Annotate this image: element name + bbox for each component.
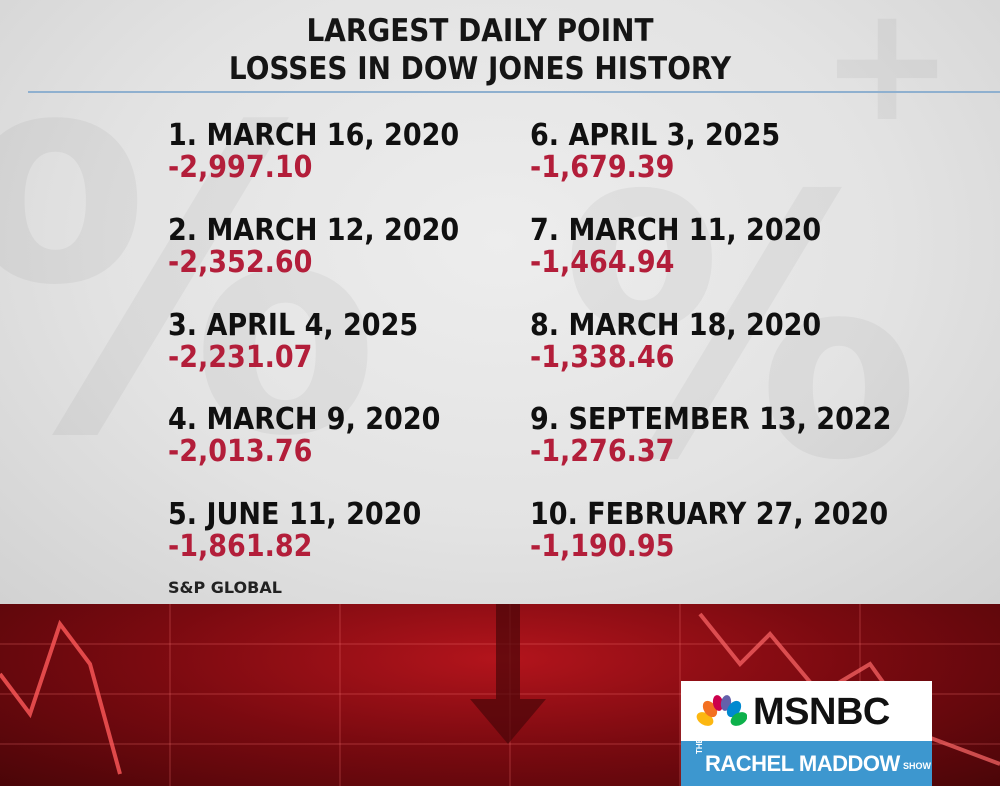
entry-date: 10. FEBRUARY 27, 2020 <box>530 497 889 532</box>
list-item: 1. MARCH 16, 2020 -2,997.10 <box>168 120 588 184</box>
entry-loss: -2,231.07 <box>168 340 313 375</box>
entry-date: 2. MARCH 12, 2020 <box>168 213 460 248</box>
source-credit: S&P GLOBAL <box>168 578 282 597</box>
entry-loss: -2,997.10 <box>168 150 313 185</box>
list-item: 8. MARCH 18, 2020 -1,338.46 <box>530 310 950 374</box>
background-watermark: + <box>820 0 954 157</box>
title-line-1: LARGEST DAILY POINT <box>306 13 654 49</box>
entry-date: 4. MARCH 9, 2020 <box>168 402 441 437</box>
list-item: 5. JUNE 11, 2020 -1,861.82 <box>168 499 588 563</box>
nbc-peacock-icon <box>696 695 747 726</box>
entry-date: 8. MARCH 18, 2020 <box>530 308 822 343</box>
entry-loss: -1,276.37 <box>530 434 675 469</box>
entry-date: 5. JUNE 11, 2020 <box>168 497 422 532</box>
list-item: 9. SEPTEMBER 13, 2022 -1,276.37 <box>530 404 950 468</box>
show-banner: THE RACHEL MADDOW SHOW <box>681 738 932 786</box>
show-prefix: THE <box>695 738 704 754</box>
background-watermark: % <box>0 40 381 529</box>
entry-loss: -1,861.82 <box>168 529 313 564</box>
background-watermark: % <box>560 120 921 539</box>
entry-date: 3. APRIL 4, 2025 <box>168 308 419 343</box>
list-item: 4. MARCH 9, 2020 -2,013.76 <box>168 404 588 468</box>
network-logo: MSNBC THE RACHEL MADDOW SHOW <box>681 681 932 786</box>
entry-loss: -1,679.39 <box>530 150 675 185</box>
entry-date: 1. MARCH 16, 2020 <box>168 118 460 153</box>
list-item: 6. APRIL 3, 2025 -1,679.39 <box>530 120 950 184</box>
entry-date: 7. MARCH 11, 2020 <box>530 213 822 248</box>
graphic-title: LARGEST DAILY POINT LOSSES IN DOW JONES … <box>48 12 912 88</box>
entry-loss: -2,352.60 <box>168 245 313 280</box>
show-suffix: SHOW <box>903 761 931 771</box>
entry-date: 6. APRIL 3, 2025 <box>530 118 781 153</box>
list-item: 3. APRIL 4, 2025 -2,231.07 <box>168 310 588 374</box>
show-name: RACHEL MADDOW <box>705 751 900 776</box>
entry-date: 9. SEPTEMBER 13, 2022 <box>530 402 892 437</box>
title-line-2: LOSSES IN DOW JONES HISTORY <box>228 51 732 87</box>
list-item: 10. FEBRUARY 27, 2020 -1,190.95 <box>530 499 950 563</box>
list-item: 2. MARCH 12, 2020 -2,352.60 <box>168 215 588 279</box>
title-divider <box>28 91 1000 93</box>
entry-loss: -1,338.46 <box>530 340 675 375</box>
entry-loss: -2,013.76 <box>168 434 313 469</box>
network-name: MSNBC <box>753 691 890 733</box>
graphic-board: % % + LARGEST DAILY POINT LOSSES IN DOW … <box>0 0 1000 604</box>
entry-loss: -1,464.94 <box>530 245 675 280</box>
entry-loss: -1,190.95 <box>530 529 675 564</box>
list-item: 7. MARCH 11, 2020 -1,464.94 <box>530 215 950 279</box>
